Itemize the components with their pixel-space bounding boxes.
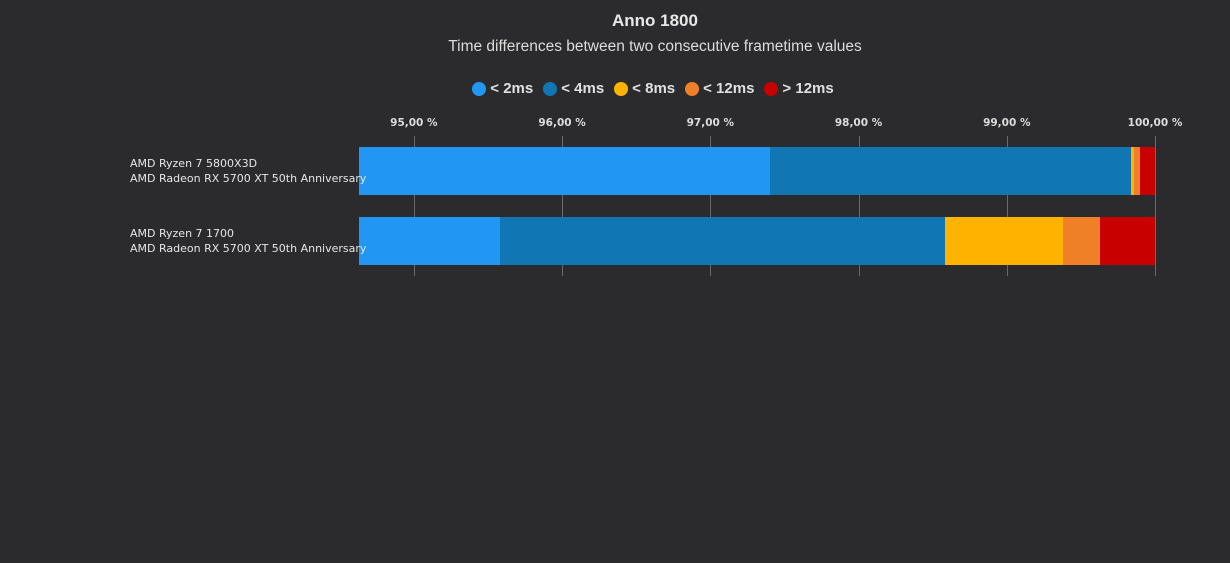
x-tick-label: 100,00 % <box>1127 117 1183 129</box>
plot-area: 95,00 % 96,00 % 97,00 % 98,00 % 99,00 % 100,0… <box>359 110 1182 280</box>
bar-segment[interactable] <box>769 147 1132 195</box>
legend-item[interactable]: < 12ms <box>685 80 754 97</box>
bar-segment[interactable] <box>1140 147 1155 195</box>
legend-dot-icon <box>764 81 779 96</box>
gridline <box>710 136 712 276</box>
bar-segment[interactable] <box>1134 147 1141 195</box>
chart-subtitle: Time differences between two consecutive… <box>448 38 862 55</box>
legend-label: < 2ms <box>490 80 534 97</box>
legend-label: < 8ms <box>632 80 676 97</box>
legend-item[interactable]: < 4ms <box>543 80 604 97</box>
legend-dot-icon <box>472 81 487 96</box>
legend-label: < 4ms <box>561 80 605 97</box>
row-label-2: AMD Ryzen 7 1700 AMD Radeon RX 5700 XT 5… <box>130 226 366 256</box>
x-tick-label: 95,00 % <box>390 117 438 129</box>
legend: < 2ms < 4ms < 8ms < 12ms > 12ms <box>0 80 1230 97</box>
gridline <box>1155 136 1156 276</box>
bar-segment[interactable] <box>1100 217 1155 265</box>
legend-dot-icon <box>614 81 629 96</box>
legend-item[interactable]: < 2ms <box>472 80 533 97</box>
chart-title: Anno 1800 <box>612 11 698 30</box>
gridline <box>1006 136 1008 276</box>
legend-item[interactable]: > 12ms <box>764 80 834 97</box>
x-tick-label: 96,00 % <box>538 117 586 129</box>
bar-segment[interactable] <box>359 217 500 265</box>
legend-label: < 12ms <box>703 80 755 97</box>
bar-segment[interactable] <box>944 217 1064 265</box>
legend-dot-icon <box>543 81 558 96</box>
bar-segment[interactable] <box>1131 147 1135 195</box>
legend-item[interactable]: < 8ms <box>614 80 675 97</box>
row-label-gpu: AMD Radeon RX 5700 XT 50th Anniversary <box>130 172 367 185</box>
gridline <box>562 136 564 276</box>
row-label-cpu: AMD Ryzen 7 1700 <box>130 227 235 240</box>
legend-dot-icon <box>685 81 700 96</box>
stacked-bar <box>359 147 1155 195</box>
gridline <box>413 136 415 276</box>
x-tick-label: 97,00 % <box>686 117 734 129</box>
legend-label: > 12ms <box>782 80 834 97</box>
gridline <box>858 136 860 276</box>
bar-segment[interactable] <box>359 147 770 195</box>
bar-segment[interactable] <box>499 217 945 265</box>
bar-segment[interactable] <box>1063 217 1101 265</box>
row-label-gpu: AMD Radeon RX 5700 XT 50th Anniversary <box>130 242 367 255</box>
x-tick-label: 99,00 % <box>983 117 1031 129</box>
row-label-cpu: AMD Ryzen 7 5800X3D <box>130 157 258 170</box>
stacked-bar <box>359 217 1155 265</box>
x-tick-label: 98,00 % <box>834 117 883 129</box>
row-label-1: AMD Ryzen 7 5800X3D AMD Radeon RX 5700 X… <box>130 156 366 186</box>
